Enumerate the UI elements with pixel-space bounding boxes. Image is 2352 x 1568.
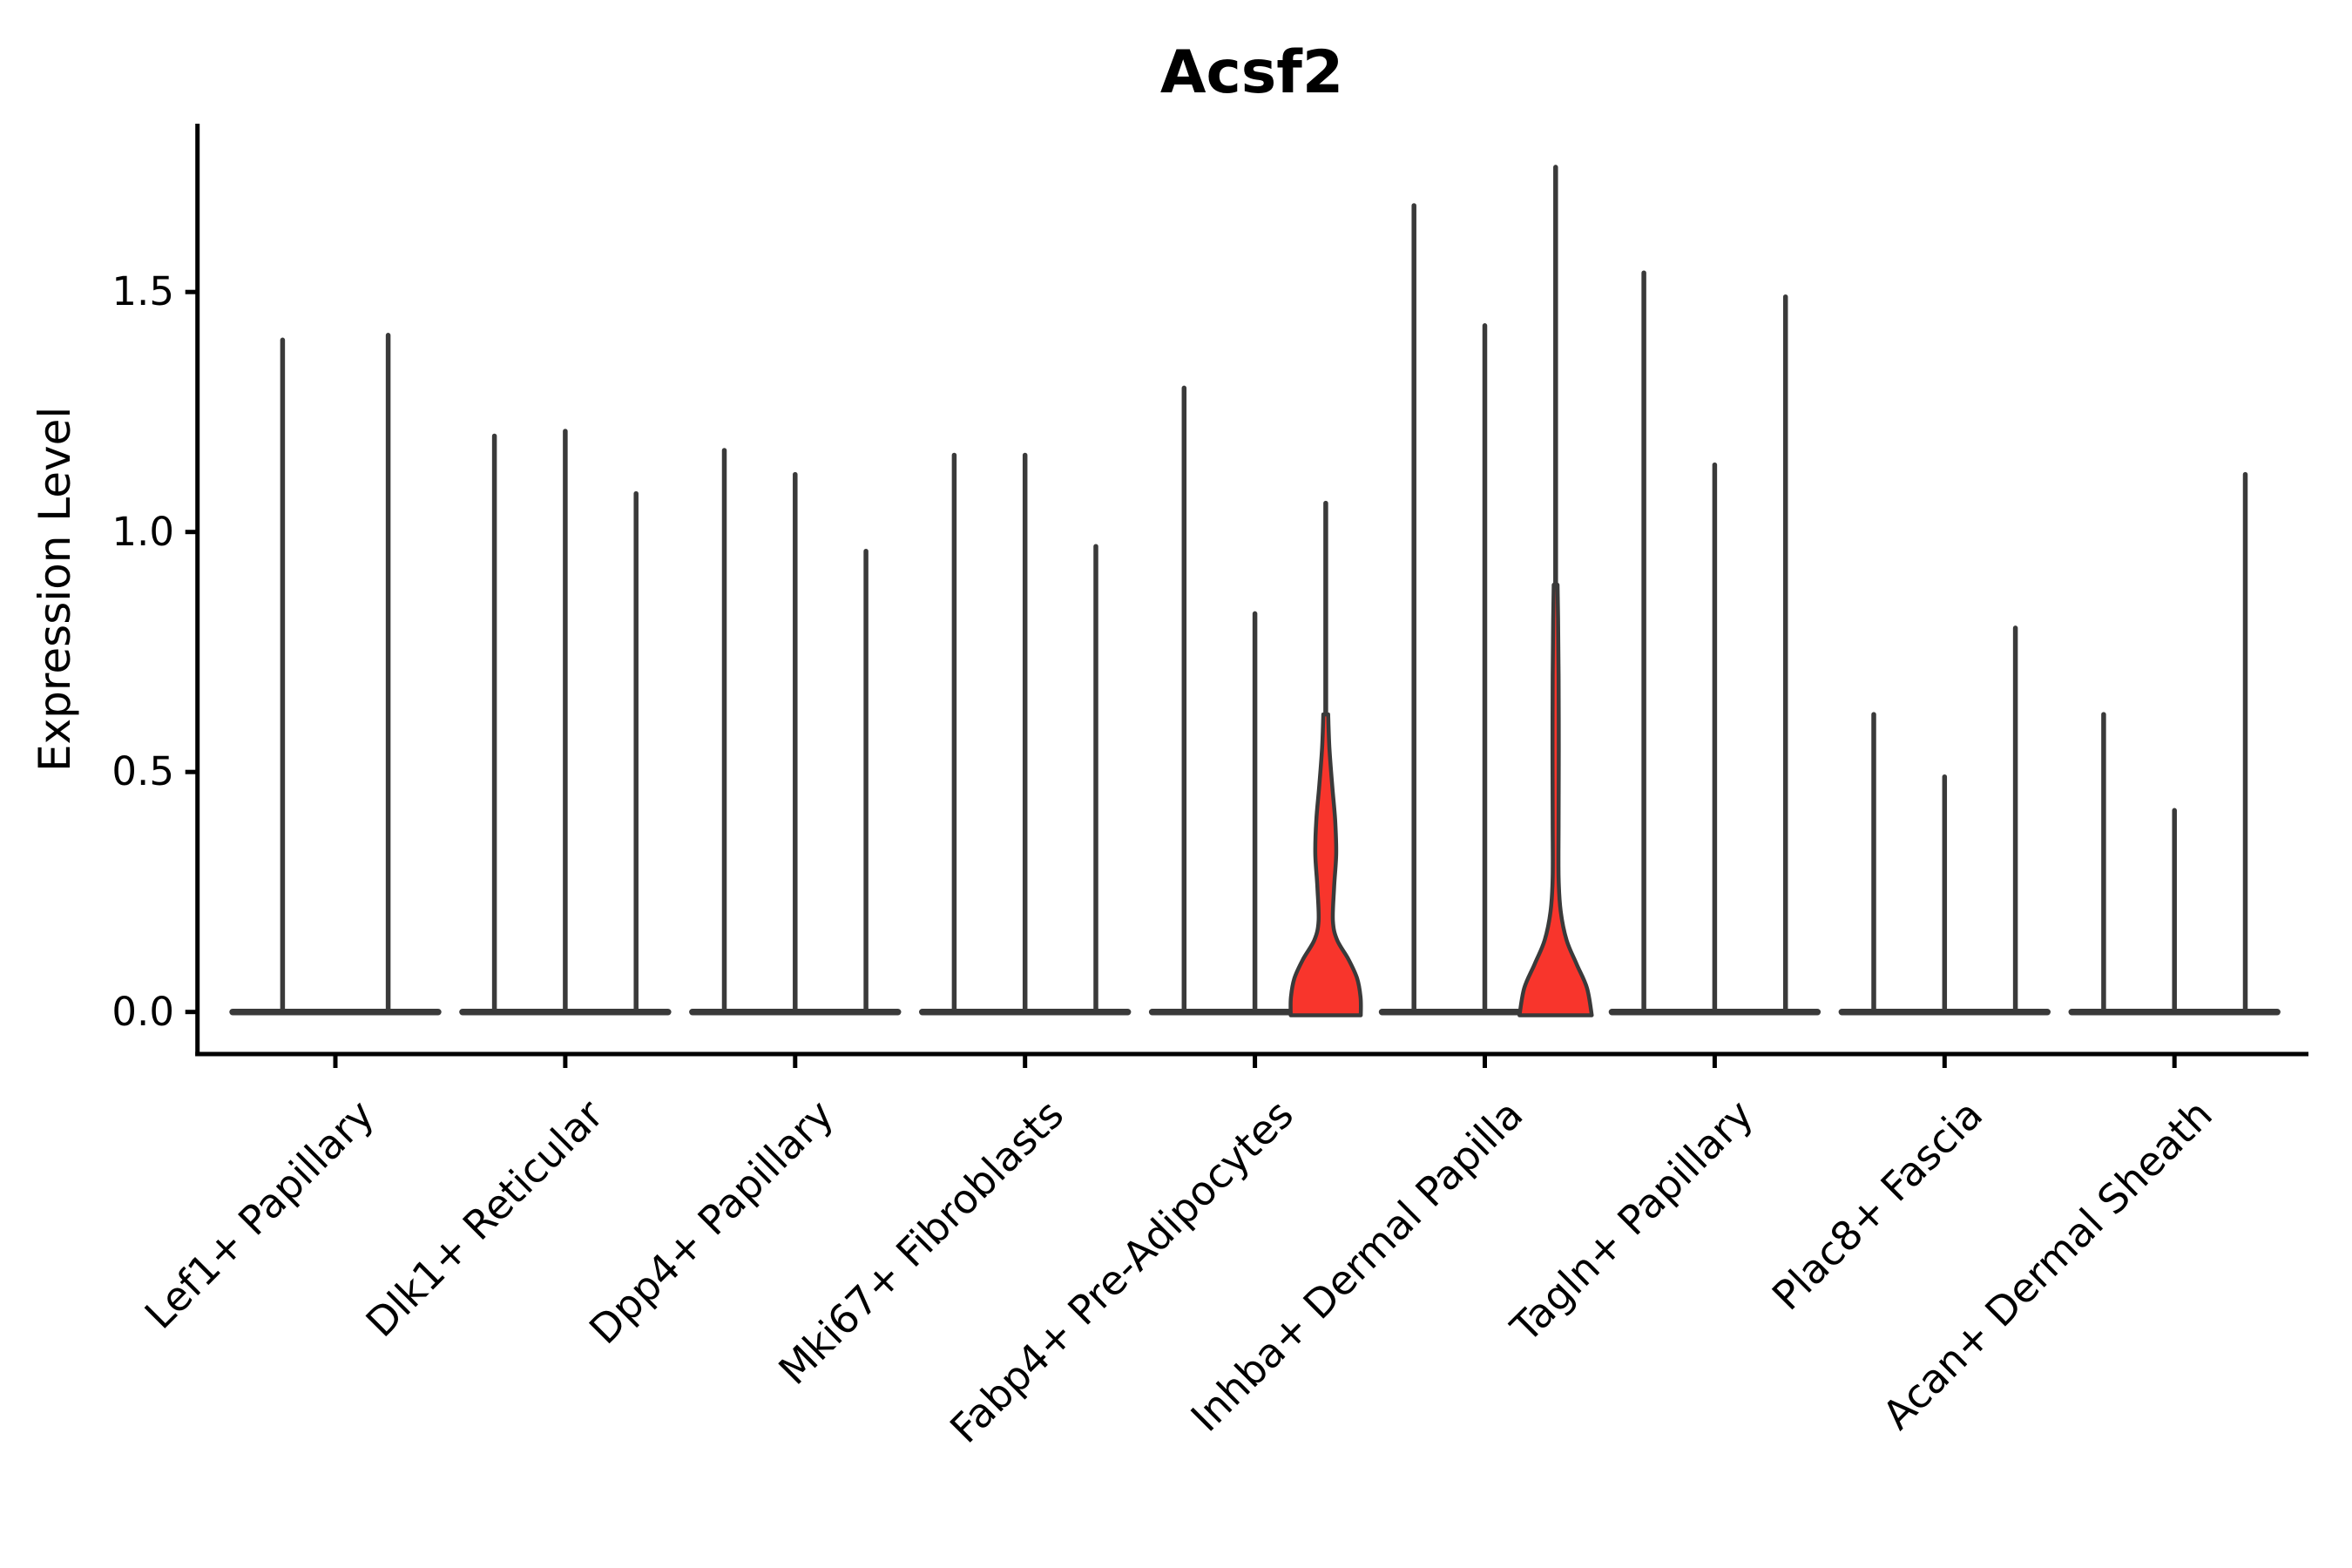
violin-body-highlighted [1288, 712, 1363, 1017]
violin-baseline [229, 1009, 442, 1016]
y-tick-label: 0.0 [112, 988, 174, 1035]
y-axis-label: Expression Level [30, 406, 80, 772]
y-tick-label: 1.0 [112, 508, 174, 555]
y-tick-label: 1.5 [112, 268, 174, 315]
y-tick-label: 0.5 [112, 748, 174, 795]
chart-title: Acsf2 [1159, 38, 1344, 107]
violin-body-highlighted [1517, 583, 1594, 1017]
